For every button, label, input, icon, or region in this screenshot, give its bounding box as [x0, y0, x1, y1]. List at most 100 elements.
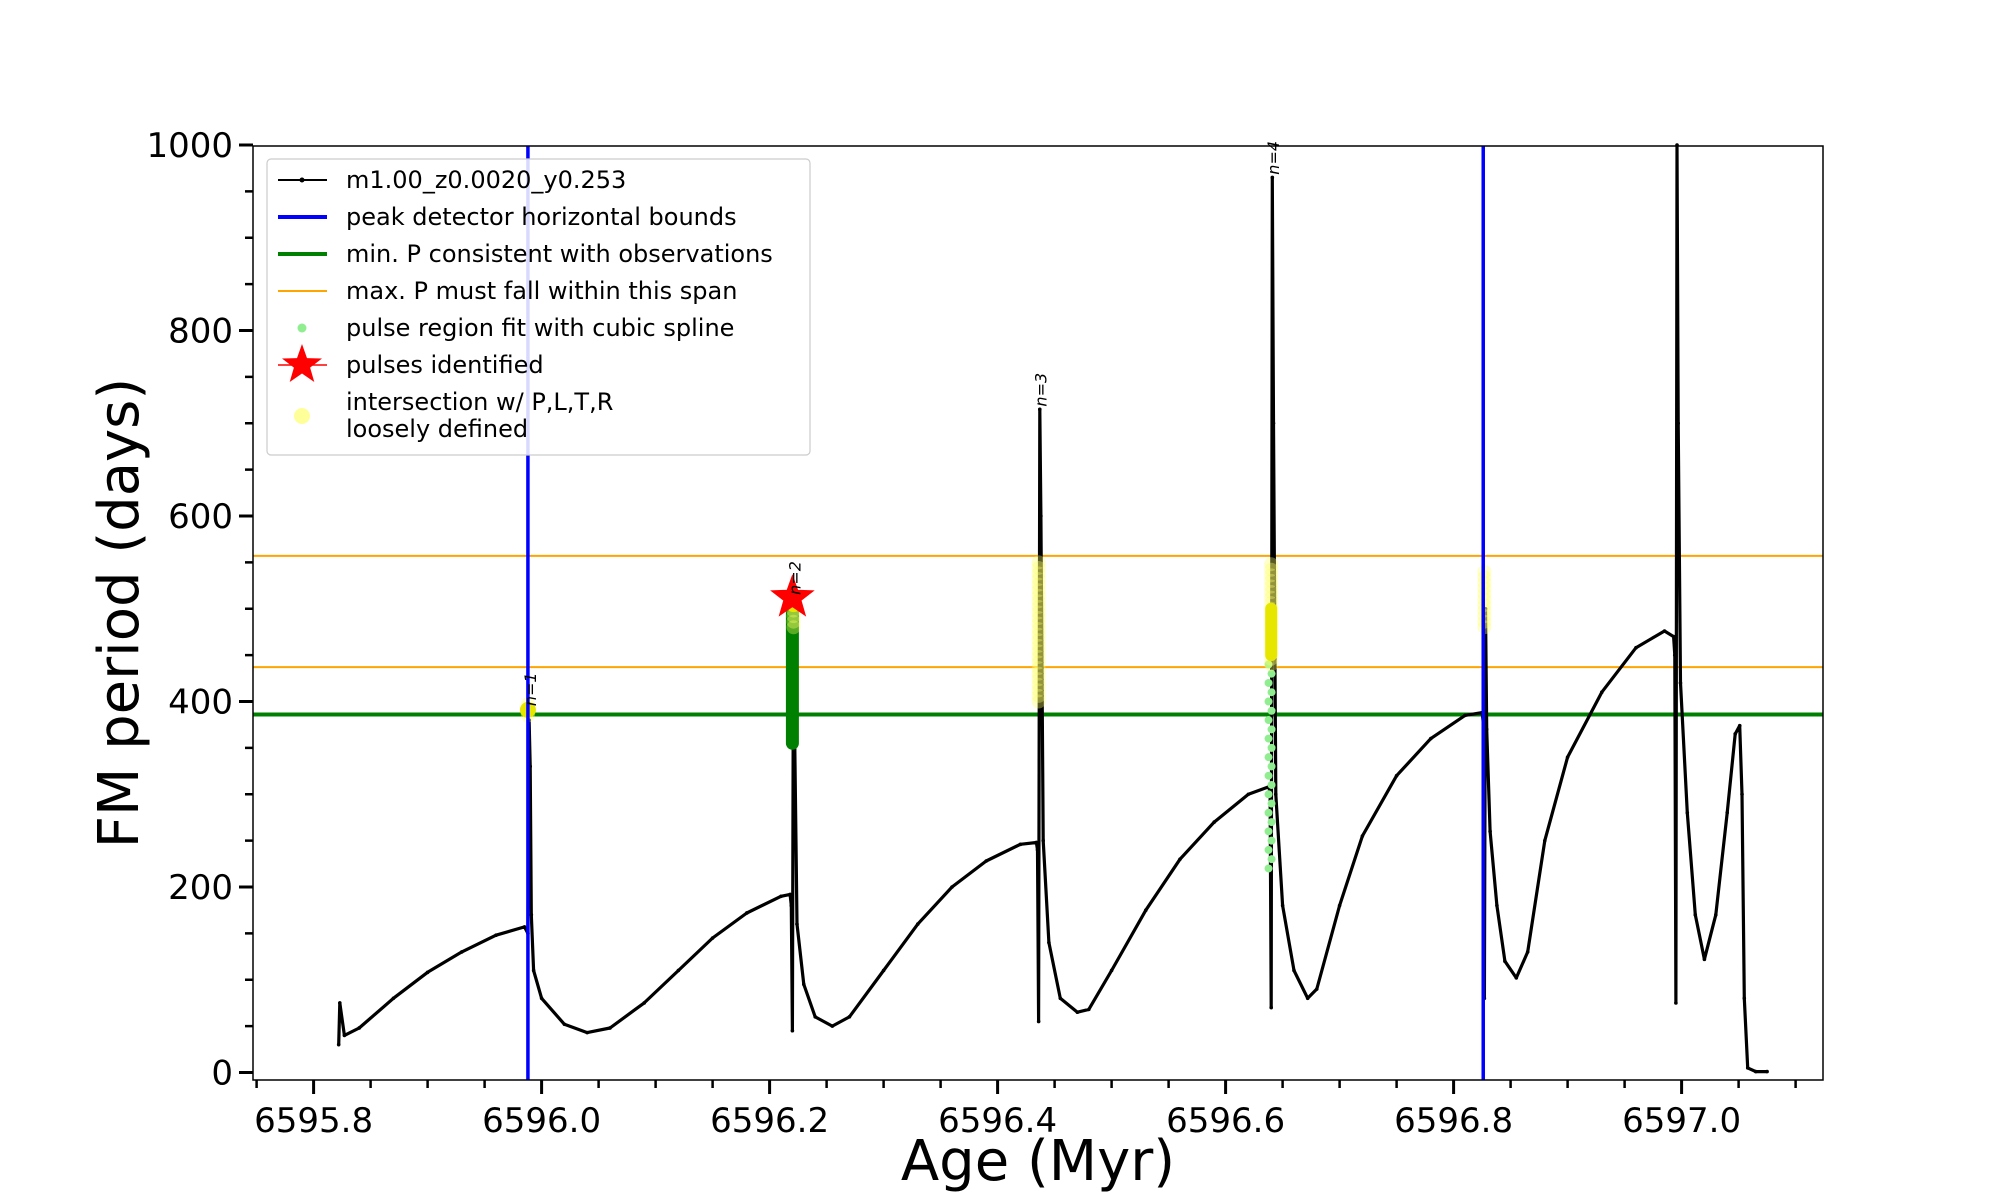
spline-dot	[1264, 716, 1273, 725]
legend-label-1: peak detector horizontal bounds	[346, 203, 737, 231]
spline-dot	[1267, 706, 1276, 715]
spline-dot	[1267, 818, 1276, 827]
y-axis-title: FM period (days)	[87, 378, 152, 848]
legend-label-6: intersection w/ P,L,T,R	[346, 388, 613, 416]
series-point-5	[425, 970, 430, 975]
legend-entry-2: min. P consistent with observations	[278, 240, 773, 268]
series-point-44	[1047, 940, 1051, 945]
legend-entry-7: loosely defined	[346, 415, 528, 443]
series-point-50	[1178, 857, 1182, 861]
loose-dot	[1031, 572, 1046, 587]
y-tick-label-3: 600	[168, 497, 233, 537]
loose-dot	[1264, 585, 1279, 600]
series-point-45	[1058, 996, 1063, 1001]
series-point-94	[1733, 732, 1737, 736]
series-point-35	[950, 885, 954, 889]
series-point-47	[1087, 1007, 1091, 1012]
series-point-95	[1737, 723, 1742, 728]
legend-handle-dot	[297, 323, 307, 333]
series-point-22	[779, 894, 783, 899]
series-point-31	[830, 1024, 835, 1028]
loose-dot	[1031, 611, 1046, 626]
loose-dot	[1264, 579, 1279, 594]
loose-dot	[1264, 573, 1279, 588]
series-point-56	[1270, 175, 1275, 180]
series-point-60	[1292, 968, 1296, 973]
loose-dot	[1031, 649, 1046, 664]
spline-dot	[1267, 836, 1276, 845]
series-point-87	[1676, 421, 1680, 426]
spline-dot	[1264, 845, 1273, 854]
series-point-49	[1144, 908, 1148, 912]
spline-dot	[1267, 725, 1276, 734]
series-point-17	[608, 1026, 612, 1030]
x-tick-label-6: 6597.0	[1622, 1101, 1741, 1141]
legend-entry-1: peak detector horizontal bounds	[278, 203, 737, 231]
loose-dot	[1031, 599, 1046, 614]
spline-dot	[1264, 864, 1273, 873]
series-point-91	[1702, 957, 1707, 962]
series-point-41	[1037, 407, 1042, 412]
series-point-18	[642, 1001, 646, 1005]
y-tick-label-0: 0	[211, 1054, 233, 1094]
spline-dot	[1264, 790, 1273, 799]
loose-dot	[786, 614, 801, 629]
series-point-92	[1714, 913, 1718, 917]
x-tick-label-4: 6596.6	[1166, 1101, 1285, 1141]
spline-dot	[1267, 688, 1276, 697]
series-point-3	[357, 1026, 362, 1030]
series-point-2	[342, 1033, 347, 1038]
loose-dot	[1031, 622, 1046, 637]
series-point-25	[790, 1028, 795, 1033]
series-point-7	[494, 933, 498, 938]
legend-entry-5: pulses identified	[278, 344, 544, 382]
series-point-13	[531, 968, 536, 973]
series-point-8	[522, 925, 527, 929]
series-point-90	[1693, 913, 1698, 917]
annotation-n2: n=2	[785, 561, 804, 595]
loose-dot	[1264, 562, 1279, 577]
series-point-36	[984, 859, 988, 863]
series-point-85	[1674, 1001, 1678, 1005]
series-point-99	[1753, 1069, 1758, 1074]
series-point-40	[1036, 1019, 1041, 1024]
loose-dot	[1031, 605, 1046, 620]
series-point-1	[338, 1001, 342, 1005]
loose-dot	[1031, 666, 1046, 681]
loose-region-2	[1031, 555, 1046, 709]
loose-dot	[1031, 594, 1046, 609]
series-point-16	[585, 1030, 589, 1035]
series-point-59	[1280, 903, 1285, 908]
series-point-38	[1034, 840, 1039, 845]
series-point-46	[1075, 1010, 1080, 1015]
spline-dot	[1267, 855, 1276, 864]
loose-dot	[1031, 638, 1046, 653]
spline-dot	[1267, 780, 1276, 789]
spline-dot	[1264, 697, 1273, 706]
series-point-62	[1315, 987, 1319, 991]
series-point-42	[1039, 514, 1043, 518]
series-point-21	[745, 911, 749, 915]
x-tick-label-5: 6596.8	[1394, 1101, 1513, 1141]
series-point-30	[813, 1015, 817, 1019]
spline-dot	[1264, 678, 1273, 687]
series-point-52	[1246, 792, 1251, 797]
spline-dot	[1267, 762, 1276, 771]
series-point-75	[1503, 959, 1507, 963]
annotation-n1: n=1	[521, 672, 540, 706]
series-point-82	[1662, 629, 1667, 633]
legend-handle-dot	[294, 408, 310, 424]
legend-entry-6: intersection w/ P,L,T,R	[294, 388, 613, 424]
series-point-97	[1742, 996, 1747, 1001]
plot-area	[253, 143, 1823, 1080]
axes: 6595.8 6596.0 6596.2 6596.4 6596.6 6596.8 6597…	[146, 126, 1797, 1141]
pulse-star-0	[770, 574, 815, 617]
legend-handle-dot	[299, 177, 305, 183]
loose-dot	[1031, 583, 1046, 598]
legend-entry-4: pulse region fit with cubic spline	[297, 314, 734, 342]
spline-dot	[1264, 734, 1273, 743]
spline-region-0	[1264, 660, 1276, 873]
spline-dot	[1264, 753, 1273, 762]
